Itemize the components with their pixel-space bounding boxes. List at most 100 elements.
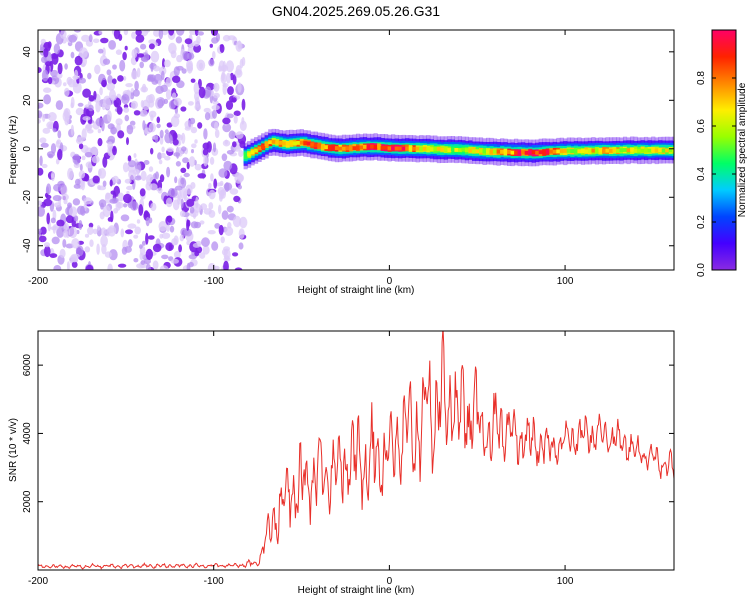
noise-blob	[167, 215, 173, 223]
noise-blob	[85, 264, 94, 270]
ridge-cell	[264, 142, 269, 147]
noise-blob	[67, 167, 74, 180]
ridge-cell	[419, 146, 424, 151]
colorbar-tick-label: 0.4	[696, 167, 707, 181]
ridge-cell	[268, 140, 273, 145]
figure-title: GN04.2025.269.05.26.G31	[272, 3, 440, 19]
ridge-cell	[507, 150, 512, 154]
noise-blob	[49, 253, 58, 258]
noise-blob	[120, 214, 130, 222]
noise-blob	[68, 34, 77, 43]
noise-blob	[166, 147, 174, 152]
noise-blob	[177, 133, 181, 140]
x-tick-label: -100	[204, 576, 224, 587]
ridge-cell	[296, 140, 301, 145]
noise-blob	[154, 134, 159, 144]
ridge-cell	[651, 148, 656, 152]
noise-blob	[241, 117, 245, 125]
ridge-cell	[468, 148, 473, 153]
noise-blob	[172, 75, 181, 84]
noise-blob	[79, 163, 83, 171]
ridge-cell	[472, 149, 477, 154]
noise-blob	[178, 244, 183, 253]
noise-blob	[136, 169, 140, 176]
spectrogram-y-label: Frequency (Hz)	[8, 116, 19, 185]
noise-blob	[65, 215, 74, 224]
noise-blob	[123, 193, 132, 204]
noise-blob	[61, 193, 69, 201]
ridge-cell	[658, 148, 663, 152]
noise-blob	[117, 130, 125, 139]
noise-blob	[145, 232, 149, 245]
noise-blob	[52, 128, 57, 133]
noise-blob	[141, 83, 147, 93]
noise-blob	[218, 204, 222, 215]
noise-blob	[72, 81, 82, 94]
ridge-cell	[587, 149, 592, 153]
noise-blob	[80, 178, 86, 191]
noise-blob	[194, 163, 202, 171]
noise-blob	[220, 189, 226, 199]
noise-blob	[126, 137, 129, 146]
noise-blob	[223, 260, 229, 270]
noise-blob	[209, 43, 213, 48]
noise-blob	[163, 98, 169, 105]
noise-blob	[213, 178, 218, 189]
y-tick-label: 40	[22, 46, 33, 58]
noise-blob	[212, 100, 219, 105]
noise-blob	[194, 30, 199, 36]
noise-blob	[43, 94, 51, 105]
noise-blob	[51, 236, 60, 245]
noise-blob	[219, 44, 225, 53]
x-tick-label: -200	[28, 276, 48, 287]
noise-blob	[221, 210, 229, 220]
noise-blob	[95, 100, 101, 113]
noise-blob	[73, 183, 81, 189]
noise-blob	[50, 171, 56, 179]
noise-blob	[225, 60, 234, 73]
noise-blob	[188, 261, 194, 268]
noise-blob	[212, 142, 217, 153]
noise-blob	[194, 250, 200, 257]
noise-blob	[135, 34, 145, 43]
noise-blob	[110, 126, 117, 135]
noise-blob	[140, 43, 147, 50]
noise-blob	[93, 90, 97, 100]
noise-blob	[161, 70, 165, 81]
noise-blob	[140, 57, 147, 62]
colorbar-tick-label: 0.0	[696, 263, 707, 277]
ridge-cell	[334, 146, 339, 150]
noise-blob	[101, 79, 107, 88]
colorbar-frame	[711, 29, 737, 271]
ridge-cell	[668, 148, 673, 153]
snr-x-label: Height of straight line (km)	[298, 585, 415, 596]
noise-blob	[194, 139, 198, 144]
noise-blob	[97, 138, 103, 147]
noise-blob	[190, 78, 196, 83]
colorbar-tick-label: 0.2	[696, 215, 707, 229]
noise-blob	[241, 56, 246, 67]
noise-blob	[208, 202, 214, 210]
noise-blob	[127, 239, 133, 248]
ridge-cell	[292, 141, 297, 146]
noise-blob	[52, 195, 62, 202]
noise-blob	[184, 126, 191, 131]
noise-blob	[163, 59, 171, 68]
signal-ridge	[243, 128, 674, 170]
ridge-cell	[363, 144, 368, 149]
noise-blob	[46, 183, 52, 195]
noise-blob	[120, 228, 125, 238]
ridge-cell	[380, 145, 385, 150]
noise-blob	[38, 206, 45, 217]
noise-blob	[173, 152, 181, 157]
noise-blob	[125, 83, 133, 88]
ridge-cell	[299, 140, 304, 145]
noise-blob	[96, 243, 100, 255]
noise-blob	[125, 229, 133, 235]
ridge-cell	[243, 153, 248, 158]
noise-blob	[124, 178, 132, 184]
noise-blobs	[38, 30, 248, 270]
noise-blob	[176, 54, 183, 63]
ridge-cell	[440, 147, 445, 152]
noise-blob	[102, 58, 111, 65]
